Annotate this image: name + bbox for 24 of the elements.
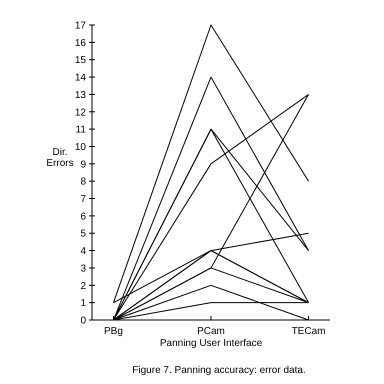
y-tick-label: 5 xyxy=(80,228,86,240)
y-tick-label: 10 xyxy=(74,142,86,153)
y-tick-label: 2 xyxy=(80,280,86,292)
y-tick-label: 16 xyxy=(74,38,86,49)
y-tick-label: 14 xyxy=(74,72,86,84)
y-tick-label: 11 xyxy=(76,124,86,136)
y-tick-label: 8 xyxy=(80,176,86,188)
x-tick-label: PBg xyxy=(104,326,123,337)
x-axis-title: Panning User Interface xyxy=(160,338,263,349)
x-tick-label: TECam xyxy=(292,326,326,337)
y-tick-label: 17 xyxy=(74,20,86,32)
y-tick-label: 3 xyxy=(80,263,86,274)
y-tick-label: 6 xyxy=(80,211,86,222)
y-tick-label: 15 xyxy=(74,55,86,66)
y-tick-label: 4 xyxy=(80,246,86,258)
y-tick-label: 0 xyxy=(80,316,86,326)
x-tick-label: PCam xyxy=(197,326,225,337)
y-tick-label: 7 xyxy=(80,194,86,206)
y-tick-label: 13 xyxy=(74,90,86,101)
y-tick-label: 1 xyxy=(80,298,86,310)
caption: Figure 7. Panning accuracy: error data. xyxy=(132,365,306,376)
y-axis-title: Dir. Errors xyxy=(46,147,74,169)
y-tick-label: 12 xyxy=(74,107,86,118)
y-tick-label: 9 xyxy=(80,159,86,170)
